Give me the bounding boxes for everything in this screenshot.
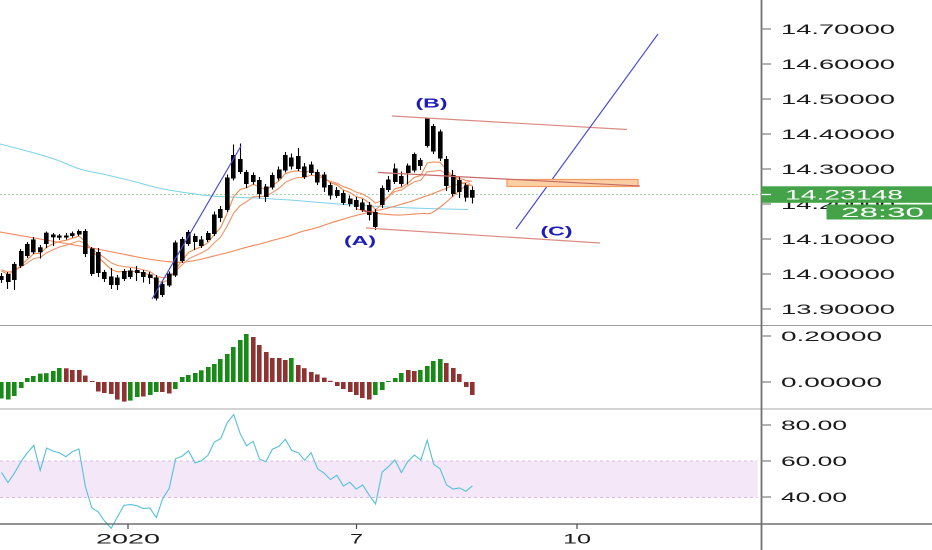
svg-text:(A): (A) [344,234,376,248]
svg-text:0.20000: 0.20000 [781,328,882,344]
svg-text:14.00000: 14.00000 [781,266,895,282]
svg-text:14.23148: 14.23148 [785,187,903,203]
svg-text:60.00: 60.00 [781,453,847,469]
svg-text:28:30: 28:30 [841,204,924,220]
svg-text:(C): (C) [541,225,573,239]
svg-text:14.10000: 14.10000 [781,231,895,247]
svg-text:10: 10 [563,531,591,547]
svg-text:0.00000: 0.00000 [781,374,882,390]
svg-text:14.40000: 14.40000 [781,126,895,142]
svg-text:13.90000: 13.90000 [781,301,895,317]
svg-text:80.00: 80.00 [781,417,847,433]
svg-text:14.30000: 14.30000 [781,161,895,177]
svg-text:14.60000: 14.60000 [781,56,895,72]
svg-text:(B): (B) [416,97,448,111]
svg-text:40.00: 40.00 [781,489,847,505]
svg-text:14.70000: 14.70000 [781,21,895,37]
svg-text:7: 7 [350,531,363,547]
svg-text:14.50000: 14.50000 [781,91,895,107]
svg-text:2020: 2020 [96,531,160,547]
